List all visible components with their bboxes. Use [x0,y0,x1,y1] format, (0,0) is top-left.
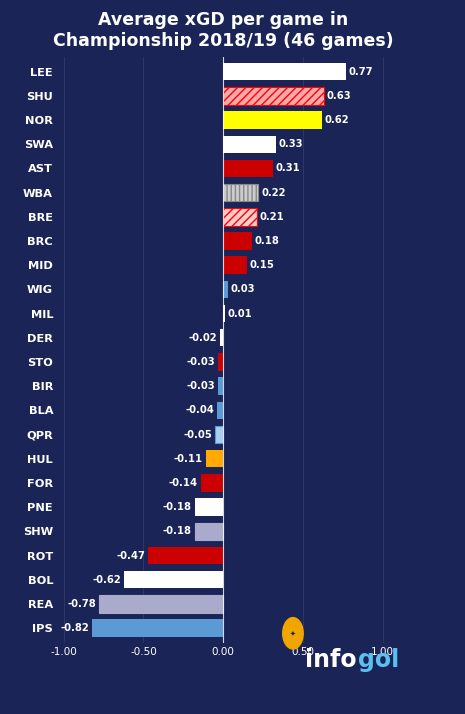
Text: -0.03: -0.03 [187,357,216,367]
Bar [223,136,276,153]
Text: 0.22: 0.22 [261,188,286,198]
Bar [223,232,252,250]
Text: -0.47: -0.47 [117,550,146,560]
Bar [223,256,247,274]
Text: -0.05: -0.05 [184,430,213,440]
Text: 0.31: 0.31 [275,164,300,174]
Bar [223,184,258,201]
Bar [201,474,223,492]
Text: -0.14: -0.14 [169,478,198,488]
Text: 0.63: 0.63 [326,91,351,101]
Bar [93,619,223,637]
Bar [223,87,324,104]
Bar [124,571,223,588]
Bar [219,378,223,395]
Bar [223,281,228,298]
Text: gol: gol [358,648,399,673]
Text: -0.04: -0.04 [185,406,214,416]
Circle shape [283,618,303,649]
Bar [148,547,223,564]
Text: 0.21: 0.21 [259,212,284,222]
Bar [223,208,257,226]
Text: -0.02: -0.02 [188,333,217,343]
Text: 0.18: 0.18 [255,236,279,246]
Text: -0.62: -0.62 [93,575,121,585]
Text: 0.77: 0.77 [349,66,373,76]
Bar [223,305,225,322]
Bar [194,523,223,540]
Title: Average xGD per game in
Championship 2018/19 (46 games): Average xGD per game in Championship 201… [53,11,393,50]
Bar [206,450,223,468]
Text: ✦: ✦ [290,630,296,636]
Text: -0.11: -0.11 [173,453,203,463]
Bar [219,353,223,371]
Bar [99,595,223,613]
Text: 0.01: 0.01 [228,308,252,318]
Text: -0.78: -0.78 [67,599,96,609]
Text: 0.33: 0.33 [279,139,303,149]
Bar [223,63,346,81]
Text: 0.03: 0.03 [231,284,255,294]
Text: info: info [305,648,356,673]
Bar [194,498,223,516]
Bar [223,160,272,177]
Bar [220,329,223,346]
Text: 0.62: 0.62 [325,115,350,125]
Bar [215,426,223,443]
Text: -0.03: -0.03 [187,381,216,391]
Bar [217,402,223,419]
Text: 0.15: 0.15 [250,260,275,270]
Text: -0.18: -0.18 [163,526,192,536]
Bar [223,111,322,129]
Text: -0.82: -0.82 [61,623,90,633]
Text: -0.18: -0.18 [163,502,192,512]
